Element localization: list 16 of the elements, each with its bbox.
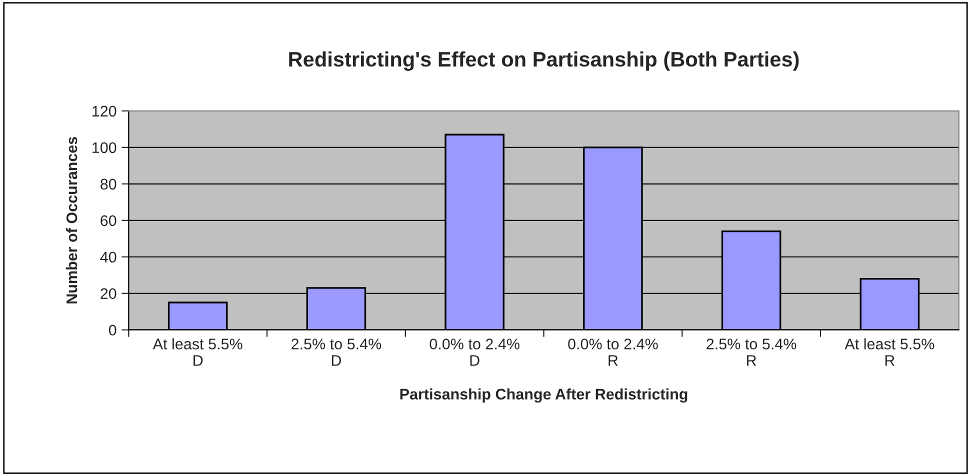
y-tick-label: 20 [100, 288, 116, 300]
y-tick-label: 80 [100, 178, 116, 190]
x-tick-label: At least 5.5% R [844, 338, 934, 366]
y-tick-label: 40 [100, 252, 116, 263]
y-tick-label: 0 [108, 324, 116, 336]
y-axis-title: Number of Occurances [66, 136, 78, 304]
x-tick-label: 2.5% to 5.4% D [292, 338, 382, 366]
y-tick-label: 120 [92, 106, 116, 117]
x-tick-label: 2.5% to 5.4% R [706, 338, 796, 366]
x-tick-label: 0.0% to 2.4% D [430, 338, 520, 366]
x-tick-label: At least 5.5% D [152, 338, 242, 366]
y-tick-label: 100 [92, 142, 116, 154]
y-tick-label: 60 [100, 215, 116, 226]
x-axis-title: Partisanship Change After Redistricting [400, 388, 688, 403]
x-tick-label: 0.0% to 2.4% R [568, 338, 658, 366]
chart-title: Redistricting's Effect on Partisanship (Both Parties) [289, 51, 799, 71]
